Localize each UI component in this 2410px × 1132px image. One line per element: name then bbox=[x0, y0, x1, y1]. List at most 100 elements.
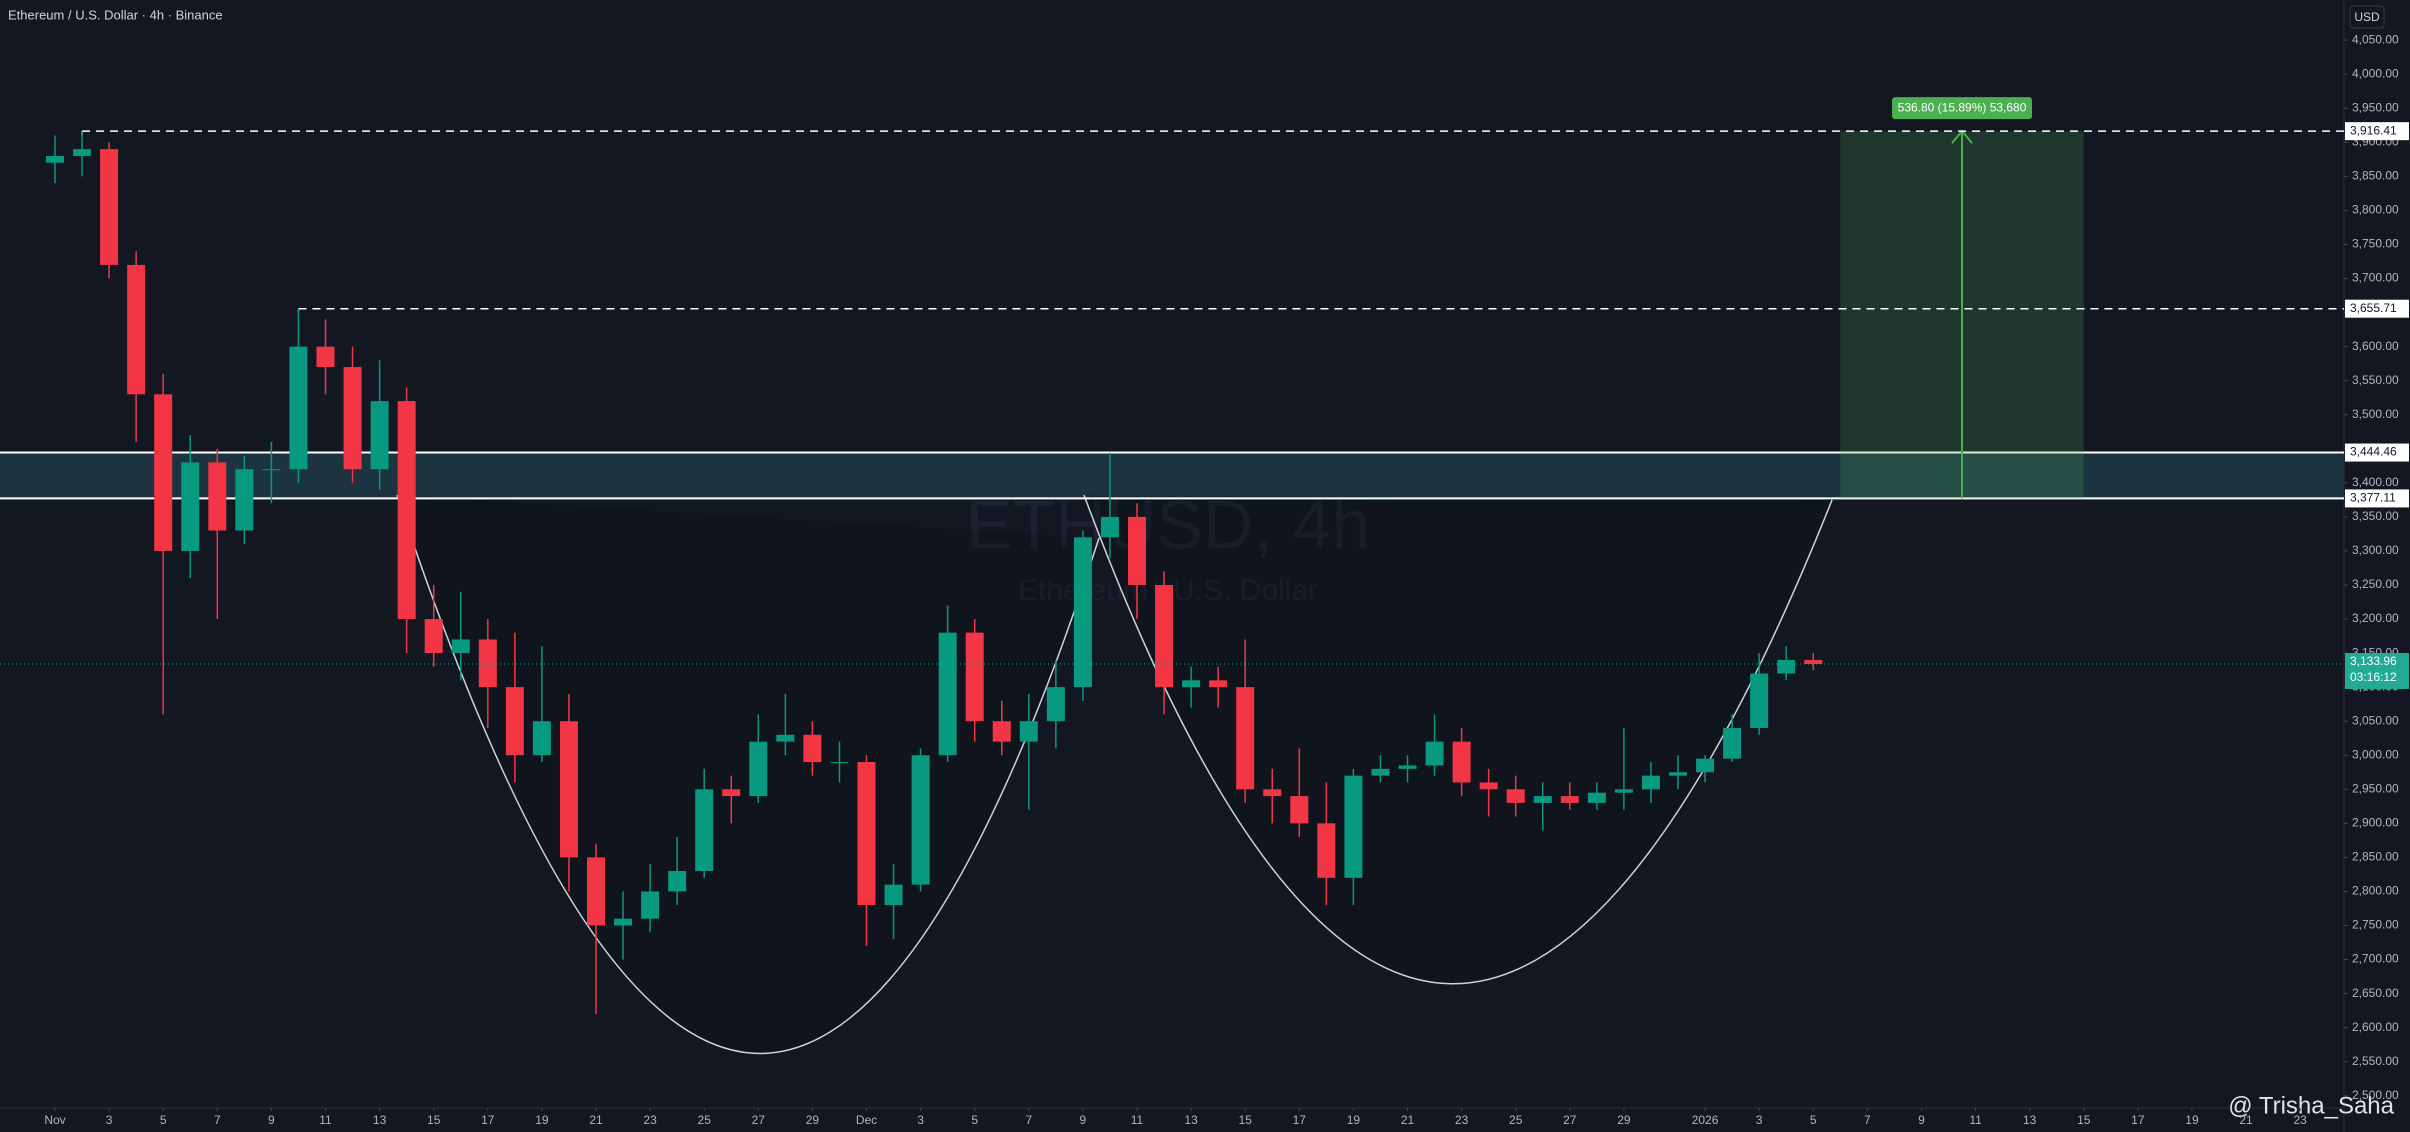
candle-body bbox=[992, 721, 1011, 742]
candle-body bbox=[316, 346, 335, 368]
candle-body bbox=[1587, 792, 1606, 803]
candle-body bbox=[73, 149, 92, 156]
x-tick-label: 19 bbox=[1347, 1113, 1361, 1127]
candle-body bbox=[1533, 796, 1552, 803]
y-tick-label: 3,300.00 bbox=[2352, 543, 2399, 557]
candle-body bbox=[1236, 687, 1255, 790]
x-tick-label: 17 bbox=[1293, 1113, 1307, 1127]
y-tick-label: 3,700.00 bbox=[2352, 271, 2399, 285]
cup-arc bbox=[396, 494, 1100, 1054]
x-tick-label: Dec bbox=[856, 1113, 877, 1127]
x-tick-label: 13 bbox=[373, 1113, 387, 1127]
x-tick-label: 27 bbox=[1563, 1113, 1577, 1127]
x-tick-label: 5 bbox=[1810, 1113, 1817, 1127]
candle-body bbox=[154, 394, 173, 551]
x-tick-label: 17 bbox=[2131, 1113, 2145, 1127]
x-tick-label: Nov bbox=[44, 1113, 65, 1127]
x-tick-label: 9 bbox=[1918, 1113, 1925, 1127]
candle-body bbox=[668, 871, 687, 892]
candle-body bbox=[884, 884, 903, 906]
last-price-box bbox=[2345, 653, 2409, 690]
candle-body bbox=[1452, 741, 1471, 783]
x-tick-label: 19 bbox=[535, 1113, 549, 1127]
candle-body bbox=[857, 762, 876, 906]
candle-body bbox=[695, 789, 714, 872]
candle-body bbox=[505, 687, 524, 756]
y-tick-label: 2,800.00 bbox=[2352, 884, 2399, 898]
candle-body bbox=[235, 469, 254, 531]
y-tick-label: 2,850.00 bbox=[2352, 850, 2399, 864]
x-tick-label: 9 bbox=[268, 1113, 275, 1127]
y-tick-label: 3,950.00 bbox=[2352, 100, 2399, 114]
candle-body bbox=[1209, 680, 1228, 688]
cup-arc bbox=[1083, 494, 1833, 985]
y-tick-label: 2,950.00 bbox=[2352, 781, 2399, 795]
y-tick-label: 2,600.00 bbox=[2352, 1020, 2399, 1034]
candle-body bbox=[1019, 721, 1038, 742]
zone bbox=[0, 452, 2344, 499]
chart-title: Ethereum / U.S. Dollar · 4h · Binance bbox=[8, 7, 223, 22]
price-tag: 3,655.71 bbox=[2350, 301, 2397, 315]
x-tick-label: 5 bbox=[971, 1113, 978, 1127]
candle-body bbox=[1128, 516, 1146, 585]
candle-body bbox=[370, 401, 389, 470]
candle-body bbox=[451, 639, 470, 654]
price-tag: 3,444.46 bbox=[2350, 445, 2397, 459]
x-tick-label: 25 bbox=[698, 1113, 712, 1127]
y-tick-label: 3,350.00 bbox=[2352, 509, 2399, 523]
x-tick-label: 23 bbox=[1455, 1113, 1469, 1127]
candle-body bbox=[1182, 680, 1201, 688]
candle-body bbox=[1614, 789, 1633, 793]
x-tick-label: 21 bbox=[1401, 1113, 1415, 1127]
x-tick-label: 11 bbox=[319, 1113, 332, 1127]
price-tag-box bbox=[2345, 122, 2409, 141]
x-tick-label: 27 bbox=[752, 1113, 766, 1127]
currency-box bbox=[2349, 5, 2385, 29]
candle-body bbox=[1290, 796, 1309, 824]
x-tick-label: 2026 bbox=[1692, 1113, 1719, 1127]
currency: USD bbox=[2354, 10, 2380, 24]
y-tick-label: 3,400.00 bbox=[2352, 475, 2399, 489]
candle-body bbox=[1263, 789, 1282, 797]
x-tick-label: 3 bbox=[1756, 1113, 1763, 1127]
x-tick-label: 11 bbox=[1969, 1113, 1982, 1127]
candle-body bbox=[1371, 768, 1390, 776]
price-tag-box bbox=[2345, 443, 2409, 462]
x-tick-label: 15 bbox=[427, 1113, 441, 1127]
price-tag: 3,377.11 bbox=[2350, 491, 2396, 505]
projection-label-box bbox=[1892, 97, 2033, 120]
candle-body bbox=[46, 155, 64, 163]
candle-body bbox=[1479, 782, 1498, 790]
candle-body bbox=[1777, 659, 1796, 674]
candle-body bbox=[559, 721, 578, 858]
projection-label: 536.80 (15.89%) 53,680 bbox=[1898, 100, 2027, 114]
candle-body bbox=[343, 367, 362, 470]
candle-body bbox=[397, 401, 416, 620]
candle-body bbox=[776, 734, 795, 742]
author: @ Trisha_Saha bbox=[2228, 1092, 2394, 1119]
y-tick-label: 3,050.00 bbox=[2352, 713, 2399, 727]
y-tick-label: 2,700.00 bbox=[2352, 952, 2399, 966]
candle-body bbox=[1696, 758, 1715, 773]
y-tick-label: 2,500.00 bbox=[2352, 1088, 2399, 1102]
candle-body bbox=[1398, 765, 1417, 769]
y-tick-label: 2,900.00 bbox=[2352, 816, 2399, 830]
y-tick-label: 3,750.00 bbox=[2352, 237, 2399, 251]
y-tick-label: 2,750.00 bbox=[2352, 918, 2399, 932]
candle-body bbox=[722, 789, 741, 797]
x-tick-label: 5 bbox=[160, 1113, 167, 1127]
candle-body bbox=[181, 462, 200, 551]
x-tick-label: 21 bbox=[589, 1113, 603, 1127]
x-tick-label: 13 bbox=[1184, 1113, 1198, 1127]
candle-body bbox=[938, 632, 957, 756]
y-tick-label: 3,550.00 bbox=[2352, 373, 2399, 387]
candle-body bbox=[1317, 823, 1336, 878]
candle-body bbox=[1425, 741, 1444, 766]
candle-body bbox=[1560, 796, 1579, 803]
y-tick-label: 4,000.00 bbox=[2352, 66, 2399, 80]
price-tag: 3,916.41 bbox=[2350, 123, 2397, 137]
candle-body bbox=[1344, 775, 1363, 878]
y-tick-label: 2,650.00 bbox=[2352, 986, 2399, 1000]
x-tick-label: 29 bbox=[806, 1113, 820, 1127]
